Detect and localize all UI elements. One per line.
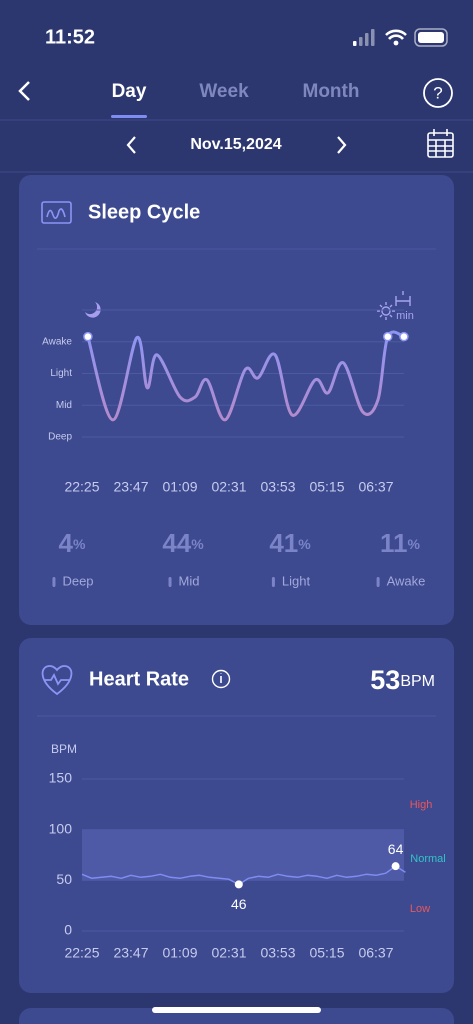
- wifi-icon: [385, 29, 407, 40]
- x-tick-label: 23:47: [113, 479, 148, 495]
- date: Nov.15,2024: [190, 136, 281, 153]
- x-tick-label: 03:53: [260, 479, 295, 495]
- y-tick-label: 150: [49, 770, 73, 786]
- point-label: 46: [231, 896, 247, 912]
- card-title: Sleep Cycle: [88, 201, 200, 223]
- calendar-button[interactable]: [427, 129, 454, 158]
- y-tick-label: Deep: [48, 432, 72, 443]
- sleep-icon: [41, 201, 72, 224]
- x-tick-label: 01:09: [162, 479, 197, 495]
- x-tick-label: 01:09: [162, 945, 197, 961]
- x-tick-label: 22:25: [64, 945, 99, 961]
- tab-underline: [111, 115, 147, 118]
- x-tick-label: 05:15: [309, 945, 344, 961]
- home-indicator: [152, 1007, 321, 1013]
- tab-label[interactable]: Week: [199, 81, 249, 102]
- x-tick-label: 23:47: [113, 945, 148, 961]
- card-title: Heart Rate: [89, 668, 189, 690]
- stage-percent: 4%: [59, 528, 86, 558]
- tab-label[interactable]: Month: [303, 81, 360, 102]
- moon-icon: [85, 302, 101, 318]
- stage-unit: %: [73, 536, 86, 552]
- current-value: 53: [370, 665, 400, 695]
- help-label: ?: [433, 83, 442, 102]
- battery-level: [418, 32, 444, 43]
- stage-unit: %: [191, 536, 204, 552]
- y-axis-label: BPM: [51, 742, 77, 756]
- sleep-card: [19, 175, 454, 625]
- x-tick-label: 05:15: [309, 479, 344, 495]
- stage-unit: %: [408, 536, 421, 552]
- stage-marker: [271, 577, 275, 587]
- stage-value: 44: [162, 528, 191, 558]
- y-tick-label: Awake: [42, 336, 72, 347]
- battery-icon: [414, 28, 448, 47]
- next-card: [19, 1008, 454, 1024]
- stage-name: Deep: [62, 573, 93, 588]
- next-date[interactable]: [337, 136, 347, 154]
- stage-marker: [52, 577, 56, 587]
- range-label: Low: [410, 903, 430, 915]
- prev-date[interactable]: [126, 136, 136, 154]
- data-line: [81, 865, 406, 886]
- stage-name: Mid: [179, 573, 200, 588]
- stage-name: Awake: [387, 573, 426, 588]
- point: [399, 331, 409, 342]
- y-tick-label: 50: [56, 871, 72, 887]
- range-label: Normal: [410, 853, 445, 865]
- heart-icon: [41, 665, 73, 696]
- x-tick-label: 06:37: [358, 945, 393, 961]
- sun-icon: [377, 291, 411, 320]
- y-tick-label: Light: [50, 368, 72, 379]
- stage-unit: %: [298, 536, 311, 552]
- stage-marker: [168, 577, 172, 587]
- stage-value: 4: [59, 528, 74, 558]
- stage-percent: 11%: [380, 528, 421, 558]
- data-line: [86, 330, 405, 422]
- help-button[interactable]: [423, 78, 453, 108]
- clock: 11:52: [45, 26, 95, 48]
- point: [383, 331, 393, 342]
- back-button[interactable]: [18, 81, 30, 101]
- y-tick-label: Mid: [56, 400, 72, 411]
- point: [83, 331, 93, 342]
- tab-label[interactable]: Day: [112, 81, 147, 102]
- y-tick-label: 0: [64, 922, 72, 938]
- range-label: High: [410, 799, 433, 811]
- current-rate: 53BPM: [370, 665, 435, 695]
- x-tick-label: 02:31: [211, 479, 246, 495]
- wifi-dot: [393, 40, 399, 46]
- stage-percent: 41%: [269, 528, 311, 558]
- x-tick-label: 03:53: [260, 945, 295, 961]
- current-unit: BPM: [400, 673, 435, 690]
- x-tick-label: 02:31: [211, 945, 246, 961]
- stage-value: 41: [269, 528, 298, 558]
- x-tick-label: 22:25: [64, 479, 99, 495]
- point-label: 64: [388, 841, 404, 857]
- heart-card: [19, 638, 454, 993]
- stage-name: Light: [282, 573, 311, 588]
- y-tick-label: 100: [49, 820, 73, 836]
- point: [391, 862, 400, 871]
- signal-icon: [353, 29, 375, 46]
- point: [234, 880, 243, 889]
- x-tick-label: 06:37: [358, 479, 393, 495]
- stage-percent: 44%: [162, 528, 204, 558]
- end-label: min: [396, 310, 414, 322]
- stage-value: 11: [380, 528, 408, 558]
- info-button[interactable]: [211, 669, 231, 689]
- normal-range: [82, 829, 404, 881]
- stage-marker: [376, 577, 380, 587]
